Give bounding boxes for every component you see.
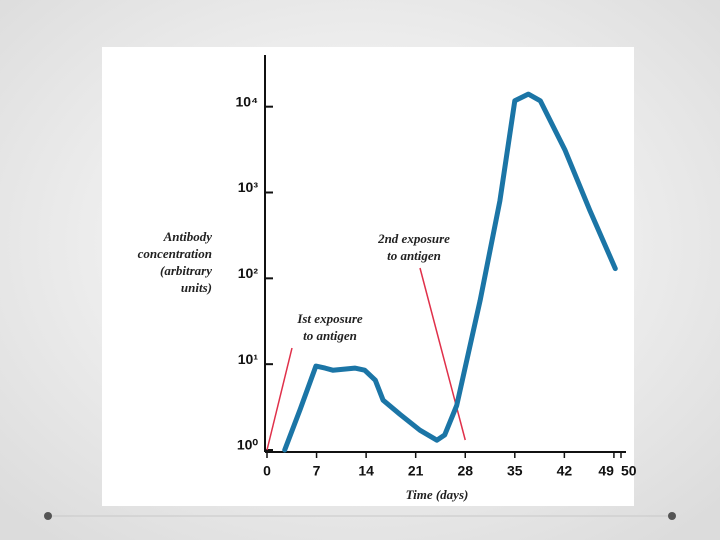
annotation-pointer (419, 267, 466, 441)
x-tick-label: 42 (557, 463, 573, 479)
y-axis-title: (arbitrary (160, 263, 212, 278)
annotation: to antigen (303, 328, 357, 343)
y-tick-label: 10⁴ (236, 93, 259, 109)
y-tick-label: 10¹ (238, 351, 259, 367)
y-axis-title: Antibody (163, 229, 213, 244)
x-tick-label: 35 (507, 463, 523, 479)
annotation: Ist exposure (296, 311, 363, 326)
x-tick-label: 49 (598, 463, 614, 479)
y-axis-title: concentration (138, 246, 212, 261)
annotation: 2nd exposure (377, 231, 450, 246)
x-tick-label: 14 (358, 463, 374, 479)
y-axis-title: units) (181, 280, 212, 295)
x-tick-label: 28 (457, 463, 473, 479)
y-tick-label: 10⁰ (237, 437, 259, 453)
antibody-line (282, 91, 618, 453)
x-tick-label: 0 (263, 463, 271, 479)
x-tick-label: 50 (621, 463, 637, 479)
y-tick-label: 10³ (238, 179, 259, 195)
annotation-pointer (266, 347, 293, 451)
x-axis-title: Time (days) (406, 487, 469, 502)
dot (44, 512, 52, 520)
chart-area (102, 47, 634, 506)
y-tick-label: 10² (238, 265, 259, 281)
x-tick-label: 21 (408, 463, 424, 479)
annotation: to antigen (387, 248, 441, 263)
x-tick-label: 7 (313, 463, 321, 479)
dot (668, 512, 676, 520)
